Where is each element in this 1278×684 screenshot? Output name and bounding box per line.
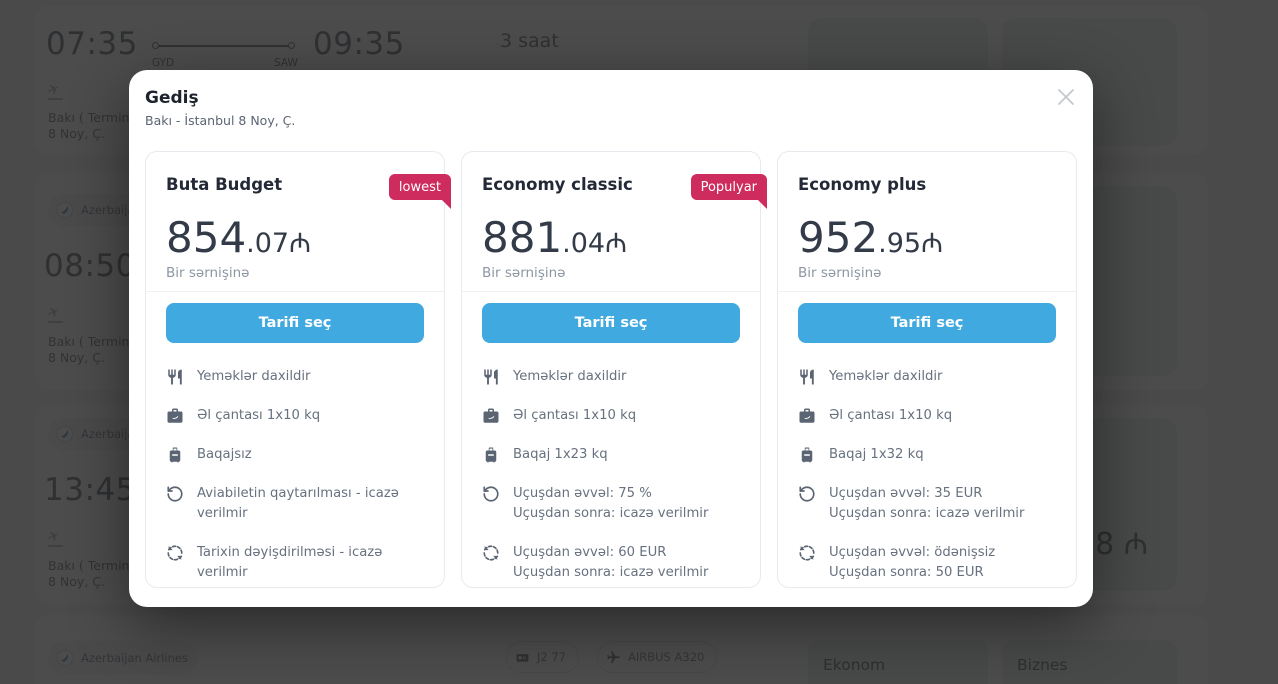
feature-text: Yeməklər daxildir — [197, 369, 311, 385]
fare-name: Economy classic — [482, 175, 633, 194]
per-passenger-note: Bir sərnişinə — [166, 265, 250, 282]
feature-luggage: Baqaj 1x32 kq — [798, 445, 1056, 465]
card-divider — [462, 291, 760, 293]
price-fraction: .04 — [562, 228, 606, 259]
feature-text: Baqaj 1x23 kq — [513, 447, 608, 463]
feature-text: Əl çantası 1x10 kq — [829, 408, 953, 424]
price-fraction: .07 — [246, 228, 290, 259]
feature-luggage: Baqaj 1x23 kq — [482, 445, 740, 465]
luggage-icon — [482, 446, 500, 464]
currency-symbol: ₼ — [289, 228, 311, 259]
price-fraction: .95 — [878, 228, 922, 259]
currency-symbol: ₼ — [921, 228, 943, 259]
feature-exchange: Tarixin dəyişdirilməsi - icazə verilmir — [166, 543, 424, 583]
modal-header: Gediş Bakı - İstanbul 8 Noy, Ç. — [145, 88, 295, 128]
feature-text: Uçuşdan əvvəl: ödənişsiz Uçuşdan sonra: … — [829, 545, 996, 581]
feature-text: Uçuşdan əvvəl: 35 EUR Uçuşdan sonra: ica… — [829, 486, 1025, 522]
luggage-icon — [166, 446, 184, 464]
fare-price: 854.07 ₼ — [166, 213, 424, 262]
per-passenger-note: Bir sərnişinə — [482, 265, 566, 282]
feature-text: Uçuşdan əvvəl: 75 % Uçuşdan sonra: icazə… — [513, 486, 709, 522]
select-fare-button[interactable]: Tarifi seç — [798, 303, 1056, 344]
popular-badge: Populyar — [690, 174, 767, 200]
refund-icon — [166, 485, 184, 503]
refund-icon — [482, 485, 500, 503]
feature-handbag: Əl çantası 1x10 kq — [166, 406, 424, 426]
feature-text: Əl çantası 1x10 kq — [513, 408, 637, 424]
fare-selection-modal: Gediş Bakı - İstanbul 8 Noy, Ç. Buta Bud… — [129, 70, 1093, 607]
close-button[interactable] — [1051, 82, 1081, 112]
select-fare-button[interactable]: Tarifi seç — [482, 303, 740, 344]
handbag-icon — [482, 407, 500, 425]
feature-text: Tarixin dəyişdirilməsi - icazə verilmir — [197, 545, 383, 581]
feature-meals: Yeməklər daxildir — [482, 367, 740, 387]
feature-refund: Aviabiletin qaytarılması - icazə verilmi… — [166, 484, 424, 524]
meals-icon — [798, 368, 816, 386]
feature-exchange: Uçuşdan əvvəl: ödənişsiz Uçuşdan sonra: … — [798, 543, 1056, 583]
meals-icon — [166, 368, 184, 386]
currency-symbol: ₼ — [605, 228, 627, 259]
card-divider — [146, 291, 444, 293]
lowest-badge: lowest — [388, 174, 451, 200]
close-icon — [1054, 85, 1078, 109]
fare-price: 881.04 ₼ — [482, 213, 740, 262]
exchange-icon — [482, 544, 500, 562]
modal-title: Gediş — [145, 88, 199, 108]
card-divider — [778, 291, 1076, 293]
price-integer: 952 — [798, 213, 879, 262]
feature-handbag: Əl çantası 1x10 kq — [798, 406, 1056, 426]
exchange-icon — [166, 544, 184, 562]
fare-name: Buta Budget — [166, 175, 283, 194]
select-fare-button[interactable]: Tarifi seç — [166, 303, 424, 344]
price-integer: 854 — [166, 213, 247, 262]
fare-card-buta-budget: Buta Budget lowest 854.07 ₼ Bir sərnişinə… — [145, 151, 451, 588]
handbag-icon — [798, 407, 816, 425]
badge-tail — [442, 200, 451, 209]
feature-text: Yeməklər daxildir — [513, 369, 627, 385]
feature-list: Yeməklər daxildir Əl çantası 1x10 kq Baq… — [798, 367, 1056, 583]
modal-subtitle: Bakı - İstanbul 8 Noy, Ç. — [145, 113, 296, 128]
feature-text: Baqaj 1x32 kq — [829, 447, 924, 463]
fare-card-economy-plus: Economy plus 952.95 ₼ Bir sərnişinə Tarif… — [777, 151, 1077, 588]
fare-card-economy-classic: Economy classic Populyar 881.04 ₼ Bir sər… — [461, 151, 767, 588]
feature-list: Yeməklər daxildir Əl çantası 1x10 kq Baq… — [166, 367, 424, 583]
feature-refund: Uçuşdan əvvəl: 75 % Uçuşdan sonra: icazə… — [482, 484, 740, 524]
feature-refund: Uçuşdan əvvəl: 35 EUR Uçuşdan sonra: ica… — [798, 484, 1056, 524]
feature-text: Baqajsız — [197, 447, 252, 463]
exchange-icon — [798, 544, 816, 562]
luggage-icon — [798, 446, 816, 464]
refund-icon — [798, 485, 816, 503]
meals-icon — [482, 368, 500, 386]
badge-tail — [758, 200, 767, 209]
feature-text: Əl çantası 1x10 kq — [197, 408, 321, 424]
feature-text: Uçuşdan əvvəl: 60 EUR Uçuşdan sonra: ica… — [513, 545, 709, 581]
feature-exchange: Uçuşdan əvvəl: 60 EUR Uçuşdan sonra: ica… — [482, 543, 740, 583]
feature-meals: Yeməklər daxildir — [798, 367, 1056, 387]
fare-name: Economy plus — [798, 175, 927, 194]
feature-text: Yeməklər daxildir — [829, 369, 943, 385]
feature-luggage: Baqajsız — [166, 445, 424, 465]
handbag-icon — [166, 407, 184, 425]
feature-list: Yeməklər daxildir Əl çantası 1x10 kq Baq… — [482, 367, 740, 583]
feature-meals: Yeməklər daxildir — [166, 367, 424, 387]
price-integer: 881 — [482, 213, 563, 262]
feature-handbag: Əl çantası 1x10 kq — [482, 406, 740, 426]
per-passenger-note: Bir sərnişinə — [798, 265, 882, 282]
fare-price: 952.95 ₼ — [798, 213, 1056, 262]
feature-text: Aviabiletin qaytarılması - icazə verilmi… — [197, 486, 399, 522]
fare-cards-row: Buta Budget lowest 854.07 ₼ Bir sərnişinə… — [145, 151, 1077, 588]
